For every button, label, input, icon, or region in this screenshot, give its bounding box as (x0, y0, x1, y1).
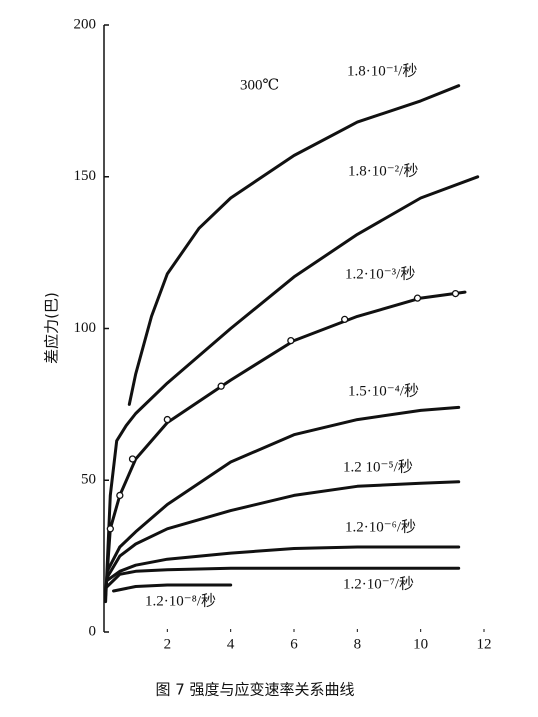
series-label: 1.5·10⁻⁴/秒 (348, 382, 419, 399)
caption: 图 7 强度与应变速率关系曲线 (155, 681, 354, 699)
y-tick-label: 100 (74, 320, 97, 336)
curve (127, 84, 461, 406)
data-point (341, 315, 349, 324)
x-tick-label: 4 (227, 636, 235, 652)
curve (104, 175, 480, 604)
curve (112, 583, 233, 593)
x-tick-label: 8 (354, 636, 362, 652)
y-tick-label: 50 (81, 472, 96, 488)
data-point (217, 382, 225, 390)
curve (105, 566, 461, 588)
series-label: 1.2·10⁻³/秒 (345, 265, 415, 282)
curve (105, 480, 461, 579)
curve (104, 290, 467, 598)
x-tick-label: 10 (413, 636, 428, 652)
y-tick-label: 200 (74, 16, 97, 32)
x-tick-label: 6 (290, 636, 298, 652)
y-tick-label: 150 (74, 168, 97, 184)
data-point (128, 455, 137, 463)
series-label: 1.2·10⁻⁸/秒 (145, 592, 216, 609)
curve (105, 545, 461, 582)
data-point (451, 289, 460, 298)
curve (105, 405, 461, 573)
x-tick-label: 12 (477, 636, 492, 652)
series-label: 1.2 10⁻⁵/秒 (343, 458, 413, 475)
y-tick-label: 0 (89, 623, 97, 639)
x-tick-label: 2 (164, 636, 172, 652)
annotation: 300℃ (240, 77, 279, 93)
data-point (163, 415, 171, 424)
data-point (106, 525, 114, 533)
data-point (287, 336, 295, 345)
series-label: 1.8·10⁻²/秒 (348, 162, 418, 179)
series-label: 1.2·10⁻⁷/秒 (343, 575, 414, 592)
y-axis-label: 差应力(巴) (43, 292, 61, 364)
series-label: 1.8·10⁻¹/秒 (347, 62, 417, 79)
data-point (116, 491, 124, 500)
data-point (413, 294, 422, 302)
series-label: 1.2·10⁻⁶/秒 (345, 518, 416, 535)
